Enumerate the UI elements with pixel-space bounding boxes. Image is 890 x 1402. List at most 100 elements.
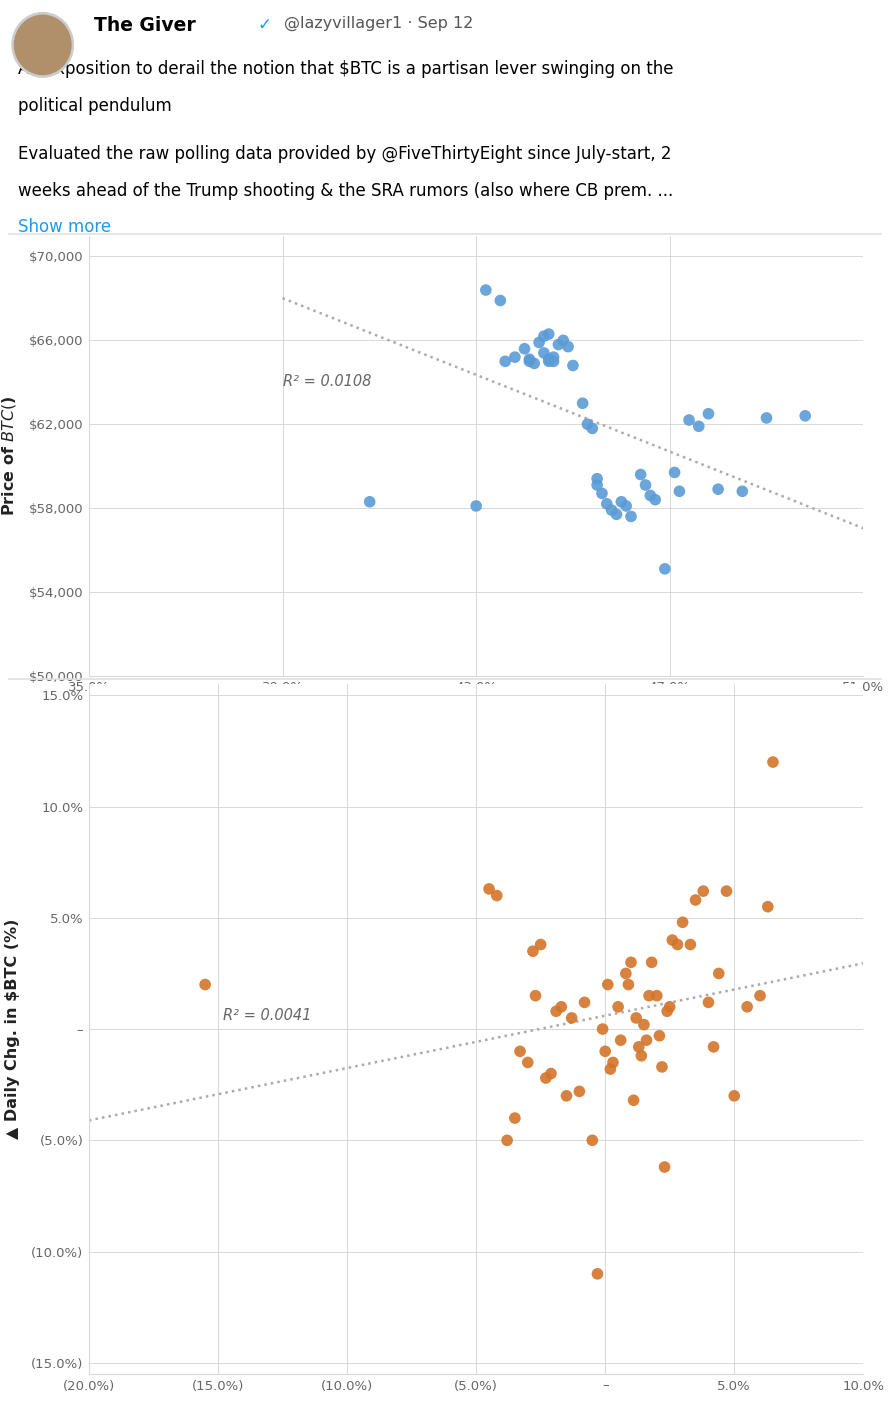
Point [638,474,652,496]
Point [624,951,638,973]
Point [521,1052,535,1074]
Y-axis label: Price of $BTC ($): Price of $BTC ($) [0,395,18,516]
Point [707,1036,721,1059]
Point [652,1025,667,1047]
Point [655,1056,669,1078]
Text: political pendulum: political pendulum [18,97,172,115]
Point [637,1014,651,1036]
Point [513,1040,527,1063]
Point [556,329,570,352]
Circle shape [14,15,71,74]
Point [546,346,561,369]
Point [598,1040,612,1063]
Point [542,348,556,370]
Point [635,1044,649,1067]
Point [534,934,548,956]
Point [522,348,537,370]
Text: The Giver: The Giver [94,15,196,35]
Point [662,995,676,1018]
Point [586,1129,600,1151]
Point [639,1029,653,1052]
Point [614,491,628,513]
Point [580,414,595,436]
Point [765,751,780,774]
Point [527,352,541,374]
Point [551,334,565,356]
Point [578,991,592,1014]
Point [601,973,615,995]
Point [590,1263,604,1286]
Point [522,350,537,373]
Point [619,962,633,984]
Point [740,995,755,1018]
Point [613,1029,627,1052]
Point [648,488,662,510]
Point [689,889,703,911]
Y-axis label: ▲ Daily Chg. in $BTC (%): ▲ Daily Chg. in $BTC (%) [5,918,20,1140]
Text: Evaluated the raw polling data provided by @FiveThirtyEight since July-start, 2: Evaluated the raw polling data provided … [18,144,671,163]
Point [604,499,619,522]
Point [660,1000,675,1022]
Point [712,962,726,984]
Point [735,479,749,502]
Point [537,325,551,348]
Point [692,415,706,437]
Point [650,984,664,1007]
Point [482,878,497,900]
Point [632,1036,646,1059]
Point [658,558,672,580]
Point [621,973,635,995]
Point [701,402,716,425]
Point [508,346,522,369]
Point [362,491,376,513]
Point [590,467,604,489]
Point [711,478,725,501]
Point [595,482,609,505]
Point [544,1063,558,1085]
Text: ✓: ✓ [257,15,271,34]
Point [576,393,590,415]
Point [500,1129,514,1151]
Point [672,479,686,502]
Point [658,1155,672,1178]
Point [629,1007,643,1029]
Point [753,984,767,1007]
Point [526,939,540,962]
Text: weeks ahead of the Trump shooting & the SRA rumors (also where CB prem. ...: weeks ahead of the Trump shooting & the … [18,182,673,199]
Text: @lazyvillager1 · Sep 12: @lazyvillager1 · Sep 12 [284,15,473,31]
Point [559,1085,573,1108]
Text: Show more: Show more [18,219,110,237]
Point [759,407,773,429]
Point [566,355,580,377]
Point [600,492,614,515]
Circle shape [12,13,74,77]
Point [665,930,679,952]
Point [549,1000,563,1022]
Text: An exposition to derail the notion that $BTC is a partisan lever swinging on the: An exposition to derail the notion that … [18,60,673,77]
Point [642,984,656,1007]
X-axis label: Trump's Est. Chance of Winning (%): Trump's Est. Chance of Winning (%) [315,705,637,721]
Point [507,1106,522,1129]
Point [624,505,638,527]
Point [644,951,659,973]
Point [603,1059,618,1081]
Point [634,463,648,485]
Point [627,1089,641,1112]
Point [595,1018,610,1040]
Point [719,880,733,903]
Point [684,934,698,956]
Point [469,495,483,517]
Point [493,289,507,311]
Point [643,484,658,506]
Point [538,1067,553,1089]
Point [517,338,531,360]
Point [542,350,556,373]
Point [564,1007,578,1029]
Point [529,984,543,1007]
Point [696,880,710,903]
Point [554,995,569,1018]
Point [532,331,546,353]
Point [619,495,634,517]
Point [727,1085,741,1108]
Point [586,418,600,440]
